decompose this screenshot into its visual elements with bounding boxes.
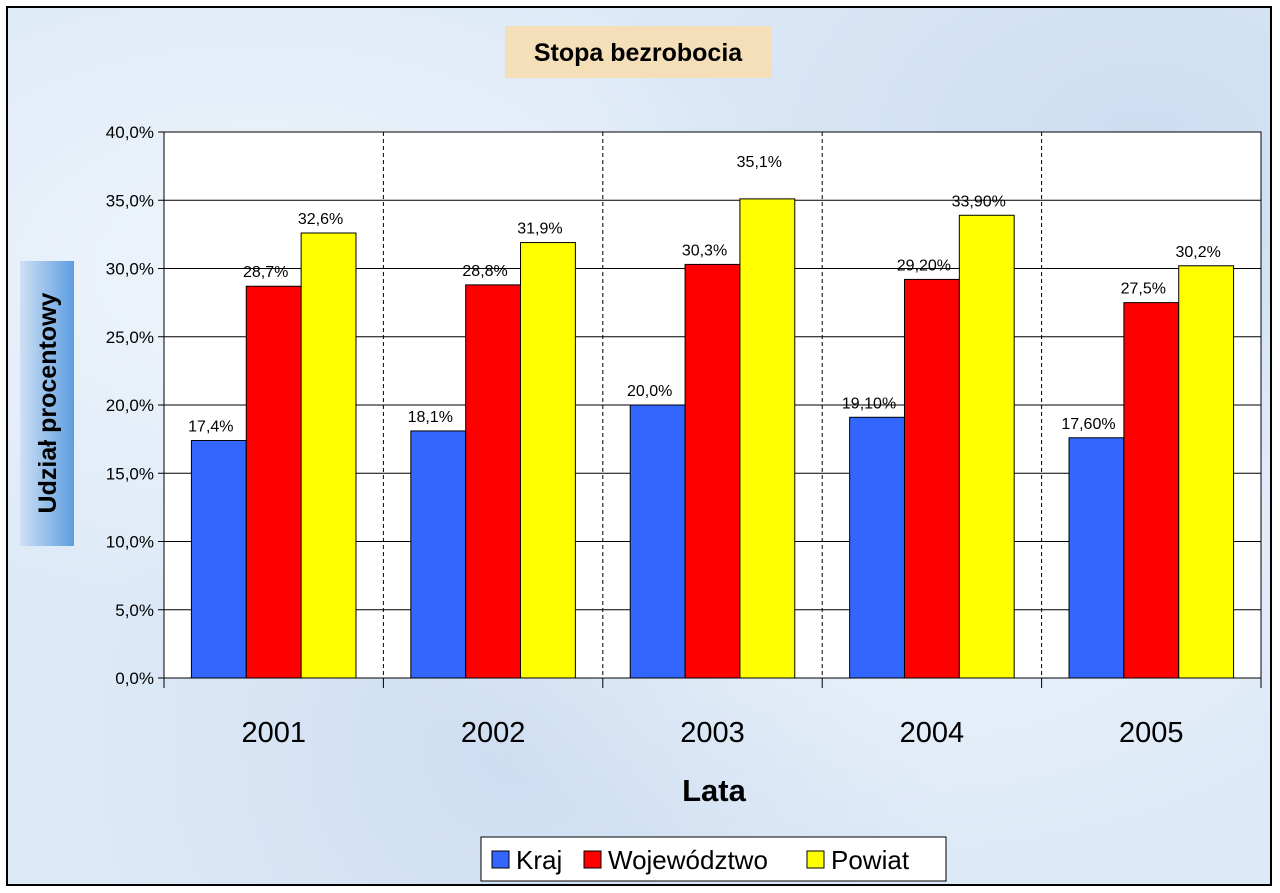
legend-label: Kraj [516, 845, 562, 875]
bar-powiat [520, 242, 576, 679]
y-tick-label: 10,0% [106, 533, 154, 552]
bar-kraj [1068, 437, 1125, 679]
y-tick-label: 35,0% [106, 191, 154, 210]
bar-województwo [903, 278, 960, 679]
legend-label: Powiat [831, 845, 910, 875]
bar-powiat [300, 232, 357, 679]
chart-title-background [505, 26, 771, 78]
bars [190, 198, 1235, 679]
data-label: 20,0% [627, 383, 672, 400]
legend-label: Województwo [608, 845, 768, 875]
x-axis-label: Lata [682, 773, 747, 808]
data-label: 27,5% [1121, 281, 1166, 298]
legend-swatch [806, 850, 825, 869]
legend-box [480, 836, 947, 882]
data-label: 17,60% [1061, 416, 1115, 433]
data-labels: 17,4% 28,7% 32,6% 18,1% 28,8% 31,9% 20,0% 30,3%… [188, 154, 1221, 436]
bar-województwo [465, 284, 522, 679]
bar-powiat [1178, 265, 1235, 679]
data-label: 19,10% [842, 395, 896, 412]
data-label: 30,2% [1175, 244, 1220, 261]
bar-chart: Stopa bezrobocia Udział procentowy 0,0% 5… [20, 26, 1262, 882]
y-axis-ticks: 0,0% 5,0% 10,0% 15,0% 20,0% 25,0% 30,0% 35,0% 40… [106, 123, 1262, 688]
bar-powiat [739, 198, 796, 679]
chart-title: Stopa bezrobocia [534, 39, 743, 67]
bar-kraj [629, 404, 686, 679]
category-label: 2002 [461, 717, 526, 749]
data-label: 32,6% [298, 211, 343, 228]
bar-województwo [684, 263, 741, 679]
y-tick-label: 5,0% [115, 601, 154, 620]
data-label: 33,90% [952, 193, 1006, 210]
category-label: 2003 [680, 717, 745, 749]
x-axis-categories: 2001 2002 2003 2004 2005 [241, 717, 1183, 749]
data-label: 29,20% [897, 257, 951, 274]
y-axis-label: Udział procentowy [34, 292, 62, 513]
legend-swatch [491, 850, 510, 869]
data-label: 35,1% [737, 154, 782, 171]
data-label: 18,1% [408, 409, 453, 426]
bar-województwo [1123, 302, 1180, 679]
data-label: 17,4% [188, 418, 233, 435]
y-axis-label-background [20, 261, 74, 546]
y-tick-label: 15,0% [106, 464, 154, 483]
chart-frame: Stopa bezrobocia Udział procentowy 0,0% 5… [6, 6, 1272, 886]
data-label: 31,9% [517, 221, 562, 238]
y-tick-label: 30,0% [106, 260, 154, 279]
legend-swatch [583, 850, 602, 869]
y-tick-label: 0,0% [115, 669, 154, 688]
y-tick-label: 40,0% [106, 123, 154, 142]
bar-kraj [410, 430, 467, 679]
legend: Kraj Województwo Powiat [480, 836, 947, 882]
bar-kraj [849, 416, 905, 679]
y-tick-label: 20,0% [106, 396, 154, 415]
data-label: 28,7% [243, 264, 288, 281]
data-label: 30,3% [682, 242, 727, 259]
bar-powiat [958, 214, 1015, 679]
bar-kraj [190, 439, 247, 679]
data-label: 28,8% [462, 263, 507, 280]
bar-województwo [245, 285, 302, 679]
category-label: 2001 [241, 717, 306, 749]
category-label: 2004 [900, 717, 965, 749]
category-label: 2005 [1119, 717, 1184, 749]
y-tick-label: 25,0% [106, 328, 154, 347]
